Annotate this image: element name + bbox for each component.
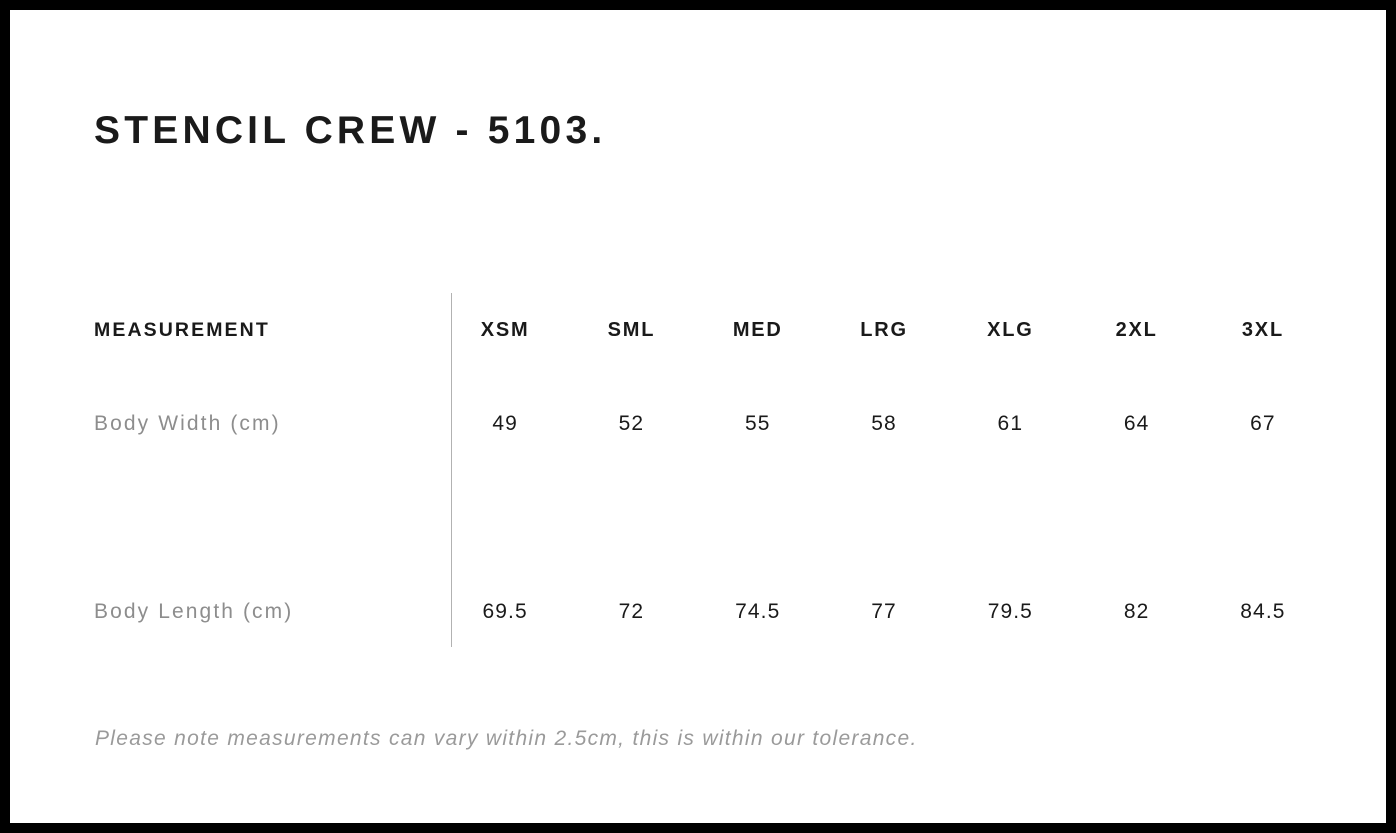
column-header-2xl: 2XL (1115, 318, 1158, 341)
cell-body-width-sml: 52 (618, 412, 645, 435)
cell-body-width-lrg: 58 (871, 412, 897, 435)
row-label-body-length: Body Length (cm) (94, 600, 294, 623)
row-label-body-width: Body Width (cm) (94, 412, 281, 435)
spacer-cell (94, 471, 442, 565)
spacer-cell (1200, 471, 1326, 565)
column-header-lrg: LRG (860, 318, 908, 341)
page-title: STENCIL CREW - 5103. (94, 109, 607, 152)
cell-body-length-sml: 72 (618, 600, 645, 623)
cell-body-width-3xl: 67 (1250, 412, 1276, 435)
table-row: Body Length (cm) 69.5 72 74.5 77 79.5 82… (94, 565, 1326, 659)
table-header-row: MEASUREMENT XSM SML MED LRG XLG 2XL 3XL (94, 283, 1326, 377)
cell-body-width-xsm: 49 (492, 412, 518, 435)
cell-body-width-xlg: 61 (997, 412, 1024, 435)
cell-body-length-lrg: 77 (871, 600, 897, 623)
cell-body-length-xsm: 69.5 (482, 600, 528, 623)
column-header-3xl: 3XL (1241, 318, 1284, 341)
cell-body-length-med: 74.5 (735, 600, 781, 623)
spacer-cell (568, 471, 694, 565)
cell-body-length-3xl: 84.5 (1240, 600, 1286, 623)
cell-body-width-2xl: 64 (1123, 412, 1150, 435)
column-header-xlg: XLG (987, 318, 1034, 341)
spacer-cell (947, 471, 1073, 565)
table-vertical-divider (451, 293, 452, 647)
spacer-cell (821, 471, 947, 565)
table-row-spacer (94, 471, 1326, 565)
cell-body-length-2xl: 82 (1123, 600, 1150, 623)
column-header-measurement: MEASUREMENT (94, 318, 270, 341)
measurement-table: MEASUREMENT XSM SML MED LRG XLG 2XL 3XL … (94, 283, 1326, 659)
cell-body-length-xlg: 79.5 (987, 600, 1033, 623)
column-header-med: MED (732, 318, 783, 341)
size-chart-card: STENCIL CREW - 5103. MEASUREMENT XSM SML… (10, 10, 1386, 823)
spacer-cell (695, 471, 821, 565)
column-header-sml: SML (607, 318, 656, 341)
spacer-cell (442, 471, 568, 565)
spacer-cell (1073, 471, 1199, 565)
table-row: Body Width (cm) 49 52 55 58 61 64 67 (94, 377, 1326, 471)
cell-body-width-med: 55 (744, 412, 771, 435)
column-header-xsm: XSM (480, 318, 530, 341)
tolerance-footnote: Please note measurements can vary within… (95, 727, 918, 750)
